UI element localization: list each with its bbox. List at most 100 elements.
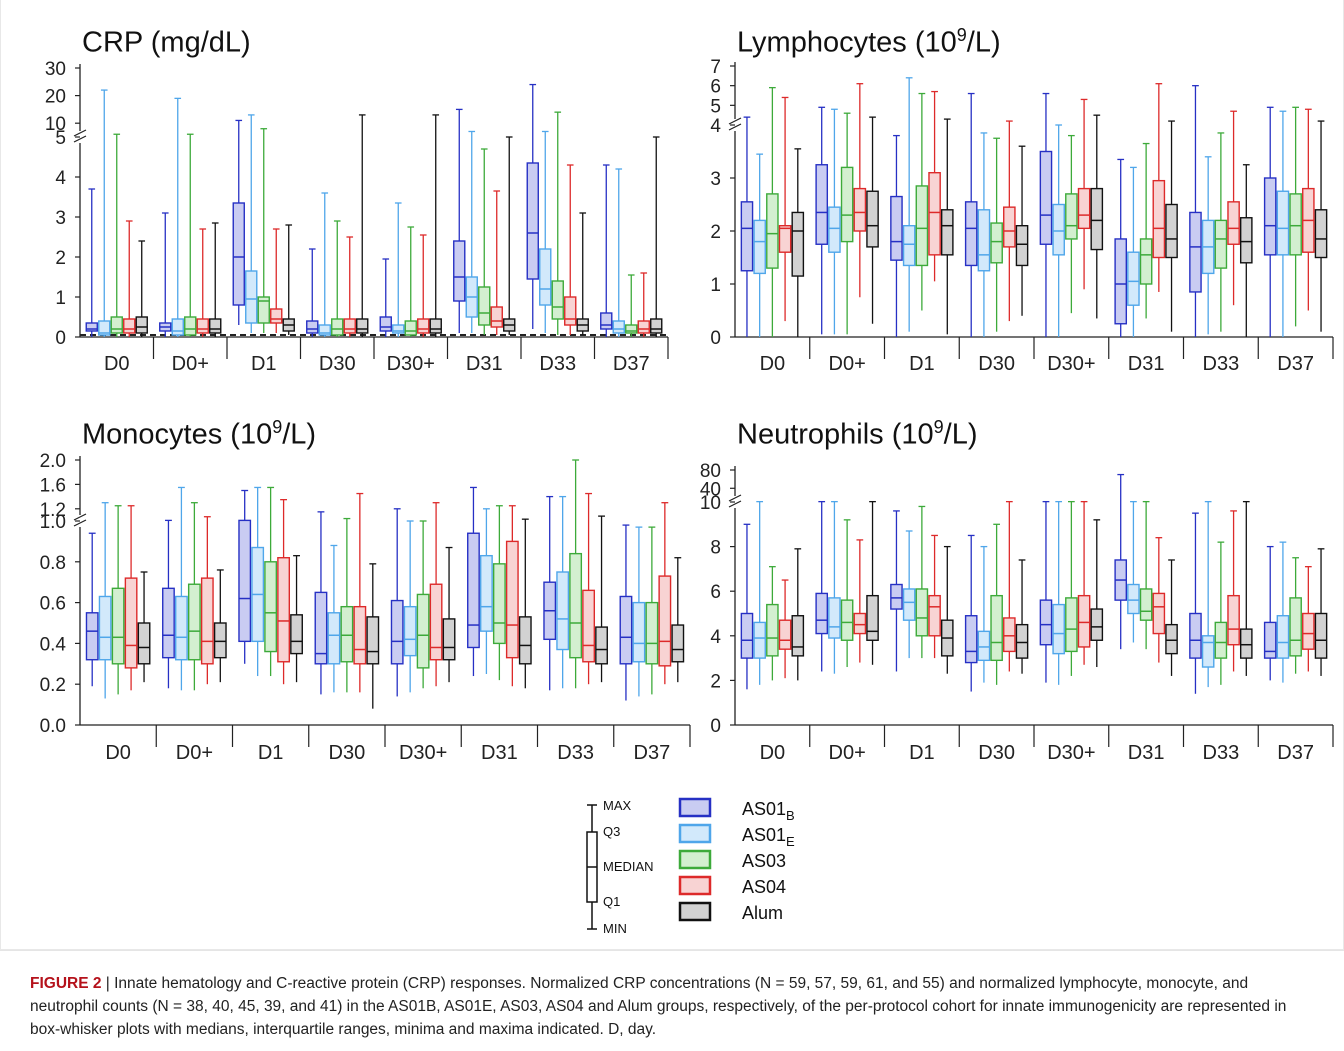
iqr-box bbox=[866, 594, 879, 641]
iqr-box bbox=[1052, 203, 1065, 256]
iqr-box bbox=[1114, 238, 1128, 325]
x-tick-label: D0 bbox=[760, 742, 786, 764]
iqr-box bbox=[340, 605, 354, 663]
legend-q3-label: Q3 bbox=[603, 824, 620, 839]
box-as01e-d31 bbox=[479, 508, 493, 674]
y-tick-label: 2 bbox=[710, 671, 721, 692]
iqr-box bbox=[977, 630, 991, 662]
x-tick-label: D30+ bbox=[1047, 742, 1095, 764]
box-as01e-d37 bbox=[612, 168, 625, 337]
box-as04-d1 bbox=[270, 228, 283, 333]
iqr-box bbox=[356, 318, 369, 334]
box-as03-d33 bbox=[569, 459, 583, 689]
iqr-box bbox=[290, 614, 303, 655]
box-alum-d31 bbox=[1165, 120, 1178, 332]
box-as01e-d33 bbox=[1201, 500, 1215, 688]
iqr-box bbox=[619, 595, 633, 665]
x-tick-label: D30 bbox=[319, 353, 356, 375]
iqr-box bbox=[238, 519, 252, 643]
box-as04-d30 bbox=[343, 236, 356, 337]
box-as03-d30+ bbox=[1065, 134, 1078, 314]
box-as03-d0 bbox=[110, 133, 123, 337]
box-as01e-d30+ bbox=[403, 520, 417, 693]
iqr-box bbox=[277, 557, 291, 663]
iqr-box bbox=[815, 164, 829, 245]
box-as01e-d0+ bbox=[174, 486, 188, 691]
iqr-box bbox=[110, 316, 123, 334]
box-as01b-d33 bbox=[1189, 85, 1202, 337]
legend-label-as03: AS03 bbox=[742, 851, 786, 871]
iqr-box bbox=[890, 583, 903, 610]
y-tick-label: 4 bbox=[710, 116, 721, 137]
x-tick-label: D37 bbox=[613, 353, 650, 375]
legend-label-alum: Alum bbox=[742, 903, 783, 923]
iqr-box bbox=[390, 599, 404, 665]
legend-q1-label: Q1 bbox=[603, 894, 620, 909]
box-alum-d37 bbox=[1314, 120, 1328, 332]
box-as04-d1 bbox=[928, 90, 941, 282]
iqr-box bbox=[264, 561, 278, 653]
box-as03-d0+ bbox=[840, 519, 854, 668]
box-alum-d0 bbox=[791, 148, 805, 337]
box-alum-d37 bbox=[671, 557, 685, 683]
box-as04-d0+ bbox=[853, 539, 867, 663]
legend-swatch-as04 bbox=[678, 875, 712, 896]
box-as04-d33 bbox=[564, 164, 577, 335]
x-tick-label: D0+ bbox=[829, 353, 866, 375]
iqr-box bbox=[1189, 612, 1202, 659]
box-as01e-d30 bbox=[318, 192, 331, 337]
iqr-box bbox=[1289, 193, 1302, 256]
iqr-box bbox=[753, 219, 766, 275]
iqr-box bbox=[1127, 583, 1140, 615]
y-tick-label: 3 bbox=[710, 169, 721, 190]
legend-max-label: MAX bbox=[603, 798, 632, 813]
iqr-box bbox=[637, 320, 650, 334]
neutrophils-panel-title: Neutrophils (109/L) bbox=[737, 417, 978, 451]
iqr-box bbox=[429, 318, 442, 334]
iqr-box bbox=[366, 616, 380, 665]
iqr-box bbox=[379, 316, 392, 332]
x-tick-label: D1 bbox=[909, 742, 935, 764]
y-tick-label: 6 bbox=[710, 582, 721, 603]
y-tick-label: 3 bbox=[55, 208, 66, 229]
box-as04-d33 bbox=[1227, 110, 1240, 306]
box-alum-d37 bbox=[1314, 548, 1328, 676]
box-as01b-d37 bbox=[1263, 545, 1277, 681]
box-as01b-d0+ bbox=[815, 500, 829, 672]
iqr-box bbox=[977, 209, 991, 272]
iqr-box bbox=[612, 320, 625, 334]
iqr-box bbox=[671, 624, 685, 663]
iqr-box bbox=[990, 594, 1003, 662]
iqr-box bbox=[318, 324, 331, 336]
box-alum-d37 bbox=[650, 136, 663, 337]
legend-median-label: MEDIAN bbox=[603, 859, 654, 874]
iqr-box bbox=[1227, 201, 1240, 245]
iqr-box bbox=[314, 591, 328, 665]
iqr-box bbox=[625, 324, 638, 334]
box-as03-d31 bbox=[1139, 142, 1153, 319]
box-as01e-d0 bbox=[753, 153, 766, 337]
box-as01e-d1 bbox=[902, 530, 916, 659]
y-tick-label: 1.2 bbox=[40, 500, 66, 521]
iqr-box bbox=[1263, 177, 1277, 256]
box-as01e-d30 bbox=[977, 545, 991, 683]
iqr-box bbox=[442, 618, 456, 661]
iqr-box bbox=[245, 270, 258, 324]
box-as03-d31 bbox=[478, 148, 491, 335]
box-as01e-d0 bbox=[753, 500, 766, 685]
box-alum-d0+ bbox=[866, 500, 879, 665]
box-alum-d0+ bbox=[213, 569, 227, 683]
iqr-box bbox=[467, 532, 480, 649]
iqr-box bbox=[85, 612, 99, 661]
box-as03-d37 bbox=[1289, 557, 1302, 674]
iqr-box bbox=[518, 616, 532, 665]
box-as04-d0 bbox=[778, 96, 792, 322]
box-as01e-d0 bbox=[98, 502, 112, 699]
panel-0: 0 1 2 3 4 510 20 30 D0 D0+ D1 D30 D30+ D31 D33 D37 bbox=[45, 59, 669, 375]
iqr-box bbox=[505, 540, 519, 659]
box-as03-d0 bbox=[766, 86, 779, 337]
y-tick-label: 5 bbox=[710, 96, 721, 117]
box-as01b-d0 bbox=[740, 116, 754, 337]
box-as03-d0 bbox=[766, 566, 779, 681]
x-tick-label: D0 bbox=[760, 353, 786, 375]
